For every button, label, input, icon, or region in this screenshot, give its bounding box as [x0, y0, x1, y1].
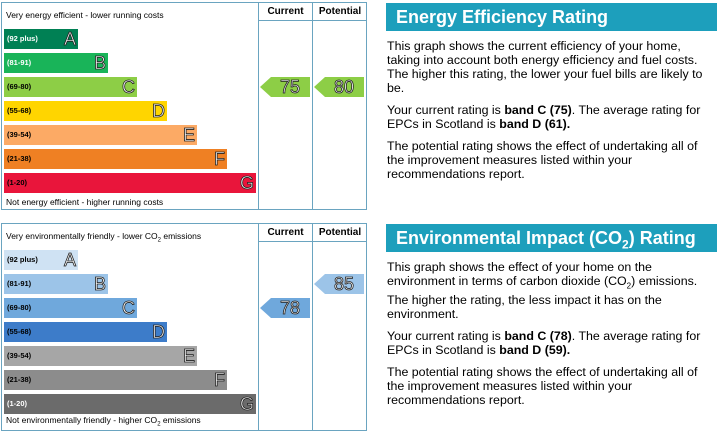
band-a: (92 plus) A: [4, 250, 78, 270]
band-a: (92 plus) A: [4, 29, 78, 49]
current-rating-arrow: 75: [260, 77, 310, 97]
top-label: Very energy efficient - lower running co…: [6, 10, 164, 20]
potential-rating-arrow: 85: [314, 274, 364, 294]
arrow-shape: [260, 77, 310, 97]
header-divider: [258, 20, 366, 21]
band-b: (81-91) B: [4, 274, 108, 294]
potential-rating-arrow: 80: [314, 77, 364, 97]
band-range: (39-54): [7, 351, 32, 360]
band-letter: B: [93, 53, 107, 73]
band-letter: D: [152, 322, 166, 342]
column-divider: [312, 224, 313, 430]
panel-paragraph: Your current rating is band C (75). The …: [387, 103, 701, 131]
band-letter: A: [63, 29, 77, 49]
band-c: (69-80) C: [4, 298, 137, 318]
arrow-shape: [260, 298, 310, 318]
band-letter: E: [182, 346, 196, 366]
potential-rating-value: 80: [333, 77, 355, 98]
column-divider: [258, 224, 259, 430]
band-letter: D: [152, 101, 166, 121]
panel-paragraph: This graph shows the effect of your home…: [387, 260, 698, 322]
band-f: (21-38) F: [4, 149, 227, 169]
bottom-label: Not energy efficient - higher running co…: [6, 197, 164, 207]
band-letter: F: [214, 370, 226, 390]
header-divider: [258, 241, 366, 242]
band-letter: G: [239, 394, 255, 414]
environmental-impact-panel: Environmental Impact (CO2) Rating This g…: [386, 224, 717, 407]
panel-paragraph: The potential rating shows the effect of…: [387, 139, 698, 181]
environmental-impact-chart: Current Potential Very environmentally f…: [1, 223, 367, 431]
band-range: (21-38): [7, 375, 32, 384]
column-divider: [258, 3, 259, 209]
potential-column-header: Potential: [318, 227, 362, 238]
band-range: (1-20): [7, 178, 28, 187]
band-letter: A: [63, 250, 77, 270]
band-d: (55-68) D: [4, 101, 167, 121]
energy-efficiency-chart: Current Potential Very energy efficient …: [1, 2, 367, 210]
band-range: (92 plus): [7, 34, 38, 43]
arrow-shape: [314, 77, 364, 97]
energy-efficiency-panel: Energy Efficiency Rating This graph show…: [386, 3, 717, 181]
current-column-header: Current: [267, 227, 304, 238]
band-range: (69-80): [7, 82, 32, 91]
band-g: (1-20) G: [4, 173, 256, 193]
band-letter: C: [122, 298, 136, 318]
panel-title: Environmental Impact (CO2) Rating: [386, 224, 717, 252]
band-range: (81-91): [7, 279, 32, 288]
band-e: (39-54) E: [4, 125, 197, 145]
band-e: (39-54) E: [4, 346, 197, 366]
current-rating-value: 78: [279, 298, 301, 319]
current-column-header: Current: [267, 6, 304, 17]
band-f: (21-38) F: [4, 370, 227, 390]
panel-paragraph: Your current rating is band C (78). The …: [387, 329, 701, 358]
panel-paragraph: This graph shows the current efficiency …: [387, 39, 703, 95]
band-range: (1-20): [7, 399, 28, 408]
band-c: (69-80) C: [4, 77, 137, 97]
panel-paragraph: The potential rating shows the effect of…: [387, 365, 698, 408]
band-letter: F: [214, 149, 226, 169]
potential-column-header: Potential: [318, 6, 362, 17]
current-rating-arrow: 78: [260, 298, 310, 318]
band-range: (69-80): [7, 303, 32, 312]
band-range: (92 plus): [7, 255, 38, 264]
band-letter: C: [122, 77, 136, 97]
band-range: (55-68): [7, 327, 32, 336]
current-rating-value: 75: [279, 77, 301, 98]
potential-rating-value: 85: [333, 274, 355, 295]
band-letter: G: [239, 173, 255, 193]
band-range: (55-68): [7, 106, 32, 115]
band-letter: E: [182, 125, 196, 145]
arrow-shape: [314, 274, 364, 294]
bottom-label: Not environmentally friendly - higher CO…: [6, 415, 201, 428]
band-letter: B: [93, 274, 107, 294]
band-b: (81-91) B: [4, 53, 108, 73]
column-divider: [312, 3, 313, 209]
band-range: (39-54): [7, 130, 32, 139]
band-d: (55-68) D: [4, 322, 167, 342]
panel-title: Energy Efficiency Rating: [386, 3, 717, 31]
band-range: (81-91): [7, 58, 32, 67]
band-g: (1-20) G: [4, 394, 256, 414]
top-label: Very environmentally friendly - lower CO…: [6, 231, 202, 244]
band-range: (21-38): [7, 154, 32, 163]
